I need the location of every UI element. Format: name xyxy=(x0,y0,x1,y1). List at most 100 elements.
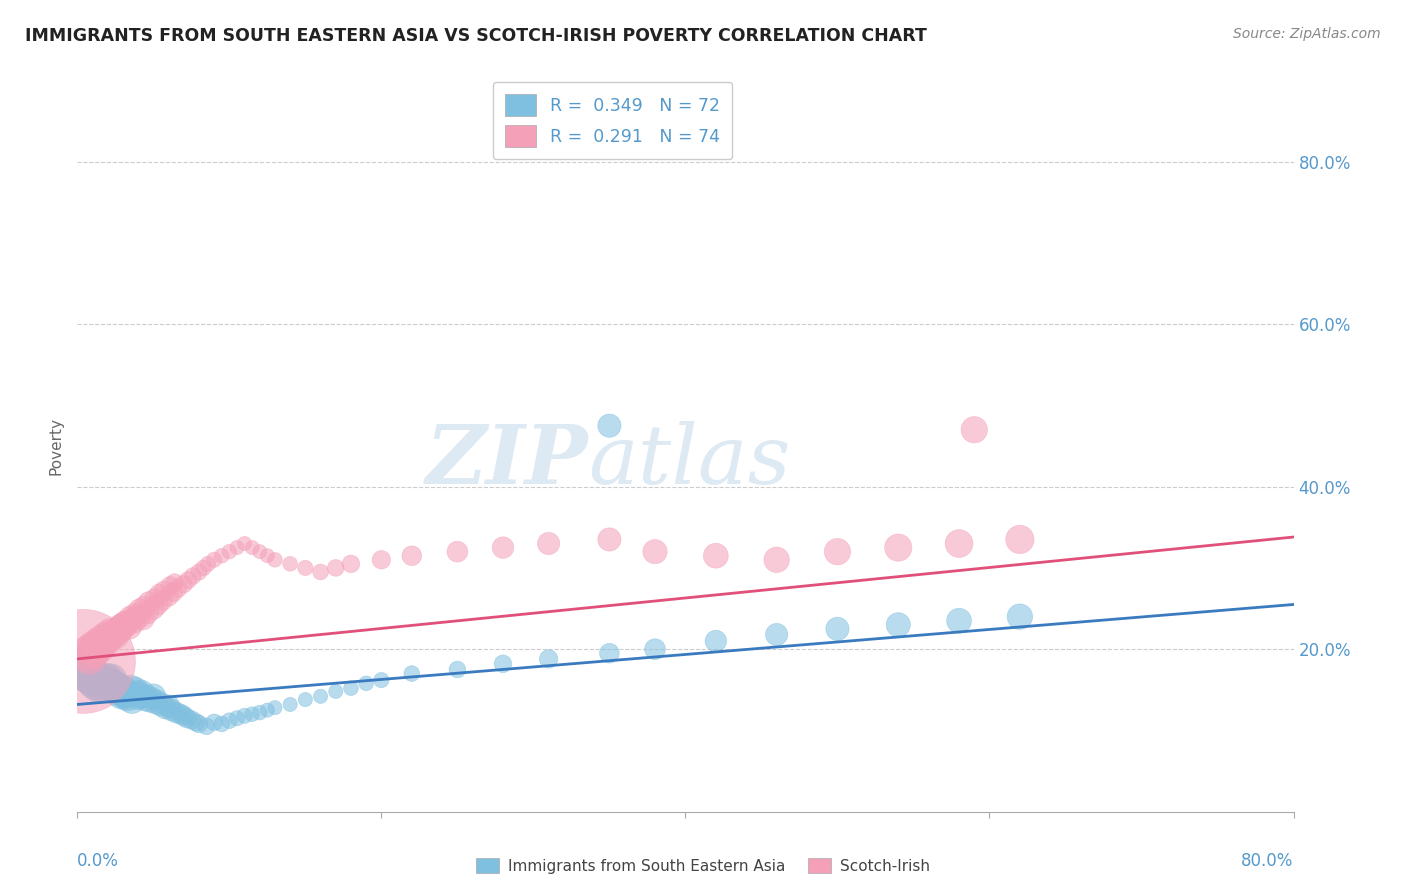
Point xyxy=(264,700,287,714)
Point xyxy=(104,627,127,641)
Point xyxy=(827,622,849,636)
Point xyxy=(765,627,787,641)
Point xyxy=(278,557,301,571)
Point xyxy=(226,541,249,555)
Point xyxy=(110,619,132,633)
Point xyxy=(644,642,666,657)
Point xyxy=(136,606,159,620)
Point xyxy=(166,581,188,595)
Point xyxy=(233,708,256,723)
Point xyxy=(325,684,347,698)
Point xyxy=(100,626,122,640)
Point xyxy=(115,616,138,631)
Point xyxy=(93,674,115,689)
Point xyxy=(446,663,468,677)
Point xyxy=(77,646,100,660)
Point xyxy=(176,711,198,725)
Text: Source: ZipAtlas.com: Source: ZipAtlas.com xyxy=(1233,27,1381,41)
Point xyxy=(827,544,849,558)
Point xyxy=(401,666,423,681)
Point xyxy=(211,549,233,563)
Point xyxy=(72,654,94,668)
Point xyxy=(1008,609,1031,624)
Point xyxy=(181,569,204,583)
Point xyxy=(354,676,377,690)
Point xyxy=(370,553,392,567)
Point xyxy=(70,660,93,674)
Point xyxy=(82,671,104,685)
Point xyxy=(256,703,278,717)
Point xyxy=(108,682,131,697)
Point xyxy=(340,557,363,571)
Point xyxy=(226,711,249,725)
Point xyxy=(184,715,207,730)
Point xyxy=(401,549,423,563)
Point xyxy=(108,622,131,636)
Point xyxy=(117,690,139,704)
Legend: Immigrants from South Eastern Asia, Scotch-Irish: Immigrants from South Eastern Asia, Scot… xyxy=(470,852,936,880)
Point xyxy=(537,536,560,550)
Point xyxy=(325,561,347,575)
Text: 80.0%: 80.0% xyxy=(1241,852,1294,870)
Point xyxy=(105,624,128,639)
Point xyxy=(101,679,124,693)
Point xyxy=(704,634,727,648)
Point xyxy=(138,595,160,609)
Point xyxy=(165,706,187,720)
Point xyxy=(86,638,108,652)
Point xyxy=(765,553,787,567)
Point xyxy=(142,690,165,704)
Point xyxy=(142,601,165,615)
Point xyxy=(963,423,986,437)
Point xyxy=(145,695,167,709)
Point xyxy=(173,708,195,723)
Point xyxy=(170,707,193,722)
Point xyxy=(309,690,332,704)
Point xyxy=(86,672,108,686)
Point xyxy=(143,591,166,606)
Point xyxy=(492,657,515,671)
Point xyxy=(887,617,910,632)
Point xyxy=(598,646,620,660)
Point xyxy=(202,715,225,730)
Point xyxy=(152,593,174,607)
Point xyxy=(84,674,107,689)
Point xyxy=(157,590,180,604)
Point xyxy=(89,679,111,693)
Point xyxy=(197,557,219,571)
Point xyxy=(124,608,146,623)
Point xyxy=(294,692,316,706)
Point xyxy=(948,536,970,550)
Point xyxy=(264,553,287,567)
Point xyxy=(249,706,271,720)
Point xyxy=(115,687,138,701)
Point xyxy=(118,619,141,633)
Point xyxy=(131,611,153,625)
Point xyxy=(162,585,184,599)
Point xyxy=(309,565,332,579)
Point xyxy=(75,665,97,679)
Point xyxy=(202,553,225,567)
Point xyxy=(128,603,150,617)
Point xyxy=(91,635,114,649)
Point xyxy=(129,687,152,701)
Point xyxy=(121,692,143,706)
Point xyxy=(120,682,142,697)
Point xyxy=(177,573,200,587)
Point xyxy=(153,583,176,598)
Point xyxy=(100,673,122,687)
Y-axis label: Poverty: Poverty xyxy=(48,417,63,475)
Point xyxy=(155,700,177,714)
Point xyxy=(1008,533,1031,547)
Point xyxy=(294,561,316,575)
Point xyxy=(122,614,145,628)
Point xyxy=(256,549,278,563)
Point xyxy=(139,692,162,706)
Text: atlas: atlas xyxy=(588,421,790,500)
Point xyxy=(120,611,142,625)
Point xyxy=(101,627,124,641)
Point xyxy=(104,681,127,695)
Point xyxy=(598,533,620,547)
Point xyxy=(240,541,263,555)
Point xyxy=(114,617,136,632)
